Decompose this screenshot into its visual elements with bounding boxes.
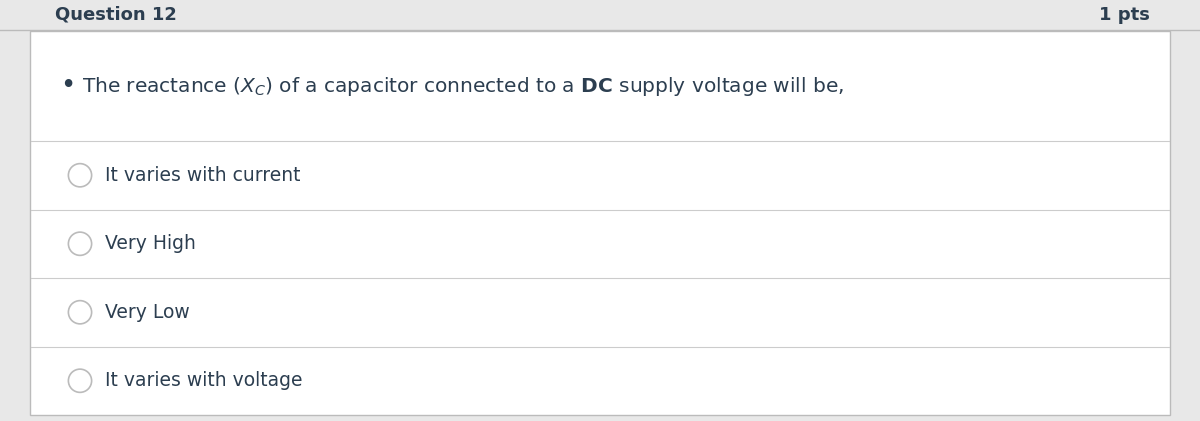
Point [71,377,90,384]
Point [71,172,90,179]
Bar [0,0,1200,30]
Text: It varies with voltage: It varies with voltage [106,371,302,390]
Text: Very Low: Very Low [106,303,190,322]
Text: •: • [60,73,76,99]
Text: Question 12: Question 12 [55,6,176,24]
Text: Very High: Very High [106,234,196,253]
Point [71,240,90,247]
Text: The reactance $(X_C)$ of a capacitor connected to a $\mathbf{DC}$ supply voltage: The reactance $(X_C)$ of a capacitor con… [82,75,844,98]
Text: It varies with current: It varies with current [106,166,300,185]
Point [71,309,90,316]
Text: 1 pts: 1 pts [1099,6,1150,24]
